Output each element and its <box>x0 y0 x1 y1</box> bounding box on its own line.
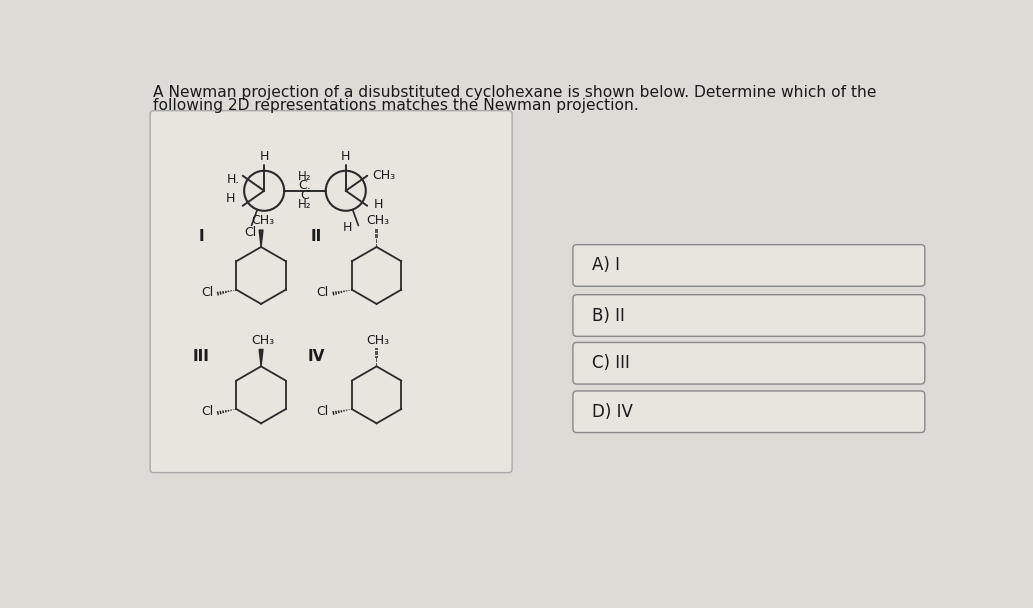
Text: H: H <box>343 221 352 234</box>
Text: Cl: Cl <box>316 405 328 418</box>
Text: Cl: Cl <box>244 226 256 239</box>
Text: H₂: H₂ <box>299 170 312 184</box>
Text: C) III: C) III <box>592 354 630 372</box>
Text: H: H <box>373 198 383 211</box>
Text: H: H <box>341 150 350 164</box>
FancyBboxPatch shape <box>573 342 925 384</box>
Text: H: H <box>259 150 269 164</box>
Text: C: C <box>301 189 309 202</box>
Text: Cl: Cl <box>316 286 328 299</box>
Text: CH₃: CH₃ <box>367 334 389 347</box>
Text: III: III <box>192 349 210 364</box>
Text: H₂: H₂ <box>299 198 312 211</box>
Text: CH₃: CH₃ <box>367 214 389 227</box>
Polygon shape <box>259 230 263 247</box>
Text: C.: C. <box>299 179 311 192</box>
Text: II: II <box>311 229 322 244</box>
Text: CH₃: CH₃ <box>251 334 274 347</box>
FancyBboxPatch shape <box>573 391 925 432</box>
Text: IV: IV <box>308 349 325 364</box>
Text: H.: H. <box>227 173 240 187</box>
Text: CH₃: CH₃ <box>373 169 396 182</box>
Text: H: H <box>225 192 234 205</box>
Text: Cl: Cl <box>201 405 213 418</box>
Text: I: I <box>198 229 204 244</box>
Text: A) I: A) I <box>592 257 620 274</box>
Text: D) IV: D) IV <box>592 402 633 421</box>
Text: following 2D representations matches the Newman projection.: following 2D representations matches the… <box>153 98 639 113</box>
Polygon shape <box>259 350 263 367</box>
Text: CH₃: CH₃ <box>251 214 274 227</box>
Text: A Newman projection of a disubstituted cyclohexane is shown below. Determine whi: A Newman projection of a disubstituted c… <box>153 85 877 100</box>
Text: Cl: Cl <box>201 286 213 299</box>
Text: B) II: B) II <box>592 306 625 325</box>
FancyBboxPatch shape <box>573 244 925 286</box>
FancyBboxPatch shape <box>573 295 925 336</box>
FancyBboxPatch shape <box>150 111 512 472</box>
